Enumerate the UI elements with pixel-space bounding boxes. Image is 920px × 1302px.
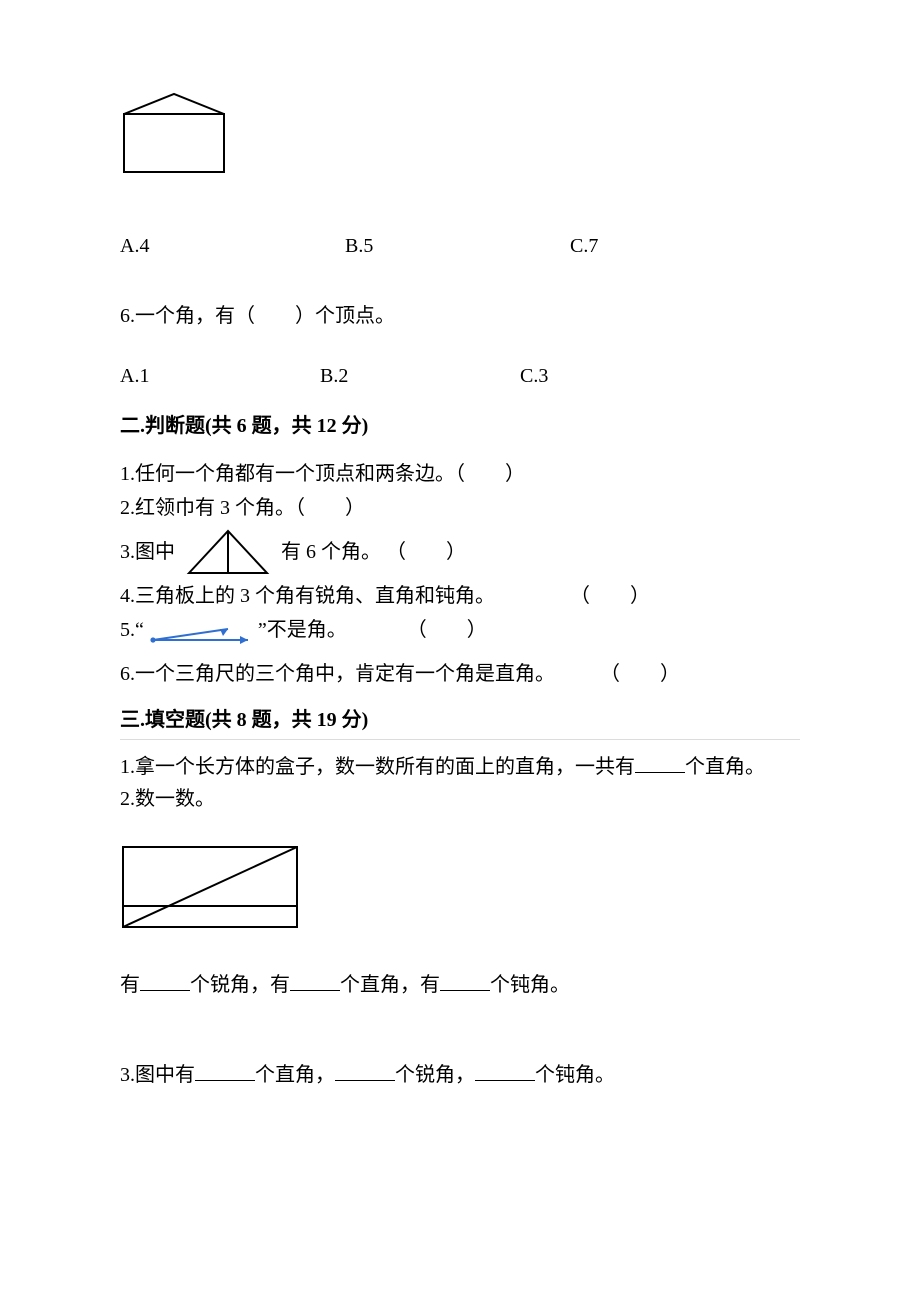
blank (440, 970, 490, 991)
s2-q4-text: 4.三角板上的 3 个角有锐角、直角和钝角。 (120, 581, 495, 611)
s2-q5-pre: 5.“ (120, 615, 144, 645)
s2-q3-post: 有 6 个角。 （ ） (281, 537, 466, 567)
s2-q5: 5.“ ”不是角。 （ ） (120, 615, 800, 645)
blank (195, 1060, 255, 1081)
q5-option-c: C.7 (570, 231, 598, 261)
q6-option-b: B.2 (320, 361, 520, 391)
blank (335, 1060, 395, 1081)
s2-q6-paren: （ ） (600, 659, 680, 689)
section2-title: 二.判断题(共 6 题，共 12 分) (120, 411, 800, 441)
s2-q5-paren: （ ） (407, 615, 487, 645)
s2-q2: 2.红领巾有 3 个角。（ ） (120, 493, 800, 523)
s3-q2-line: 有 个锐角，有 个直角，有 个钝角。 (120, 970, 800, 1000)
house-svg (120, 90, 228, 176)
s2-q3: 3.图中 有 6 个角。 （ ） (120, 527, 800, 577)
s3-q3-c: 个锐角， (395, 1064, 475, 1086)
s3-q3: 3.图中有 个直角， 个锐角， 个钝角。 (120, 1060, 800, 1090)
s3-q2-figure (120, 844, 800, 930)
s3-q2-c: 个直角，有 (340, 974, 440, 996)
q6-stem: 6.一个角，有（ ）个顶点。 (120, 301, 800, 331)
q6-option-c: C.3 (520, 361, 548, 391)
s2-q6-text: 6.一个三角尺的三个角中，肯定有一个角是直角。 (120, 659, 555, 689)
q6-options: A.1 B.2 C.3 (120, 361, 800, 391)
triangle-split-icon (185, 527, 271, 577)
blank (140, 970, 190, 991)
blue-angle-icon (148, 626, 252, 646)
q6-option-a: A.1 (120, 361, 320, 391)
q5-option-b: B.5 (345, 231, 570, 261)
s3-q2-stem: 2.数一数。 (120, 784, 800, 814)
s3-q1-pre: 1.拿一个长方体的盒子，数一数所有的面上的直角，一共有 (120, 756, 635, 778)
s2-q4-paren: （ ） (570, 581, 650, 611)
s3-q3-b: 个直角， (255, 1064, 335, 1086)
s2-q4: 4.三角板上的 3 个角有锐角、直角和钝角。 （ ） (120, 581, 650, 611)
s2-q1-text: 1.任何一个角都有一个顶点和两条边。（ ） (120, 459, 525, 489)
s3-q3-a: 3.图中有 (120, 1064, 195, 1086)
s2-q3-pre: 3.图中 (120, 537, 175, 567)
q5-figure (120, 90, 800, 176)
s3-q1: 1.拿一个长方体的盒子，数一数所有的面上的直角，一共有 个直角。 (120, 752, 800, 782)
s3-q2-a: 有 (120, 974, 140, 996)
section3-title: 三.填空题(共 8 题，共 19 分) (120, 705, 800, 735)
s2-q1: 1.任何一个角都有一个顶点和两条边。（ ） (120, 459, 800, 489)
s3-q3-d: 个钝角。 (535, 1064, 615, 1086)
section3-hr (120, 739, 800, 740)
s3-q2-b: 个锐角，有 (190, 974, 290, 996)
blank (635, 752, 685, 773)
s2-q5-post: ”不是角。 (258, 615, 347, 645)
s2-q2-text: 2.红领巾有 3 个角。（ ） (120, 493, 365, 523)
blank (290, 970, 340, 991)
s3-q1-post: 个直角。 (685, 756, 765, 778)
s2-q6: 6.一个三角尺的三个角中，肯定有一个角是直角。 （ ） (120, 659, 680, 689)
q5-options: A.4 B.5 C.7 (120, 231, 800, 261)
s3-q2-d: 个钝角。 (490, 974, 570, 996)
blank (475, 1060, 535, 1081)
q5-option-a: A.4 (120, 231, 345, 261)
